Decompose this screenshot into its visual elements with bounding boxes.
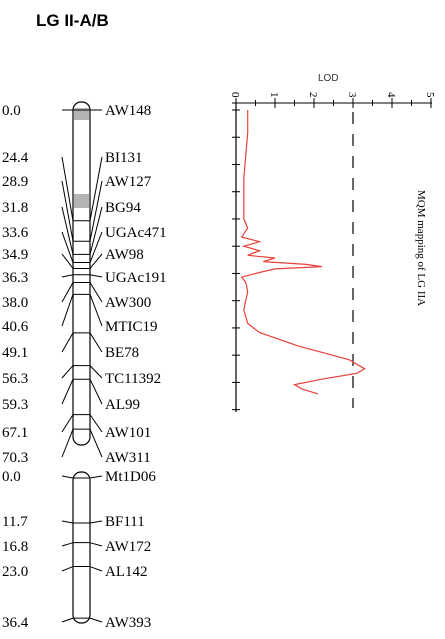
marker-name: TC11392 [105, 371, 161, 387]
marker-leader-line [89, 617, 103, 623]
position-leader-line [61, 231, 74, 263]
marker-position: 24.4 [2, 150, 29, 166]
position-leader-line [61, 180, 74, 242]
marker-name: AL99 [105, 397, 140, 413]
position-leader-line [61, 617, 74, 623]
marker-leader-line [89, 379, 103, 405]
marker-name: AW148 [105, 103, 151, 119]
marker-position: 33.6 [2, 225, 29, 241]
lod-plot: LOD 0 1 2 3 4 5 MQM mapping of LG IIA [229, 73, 436, 412]
marker-name: BE78 [105, 345, 139, 361]
marker-leader-line [89, 206, 103, 255]
position-leader-line [61, 542, 74, 547]
chromosome-bar-a [72, 101, 91, 446]
position-leader-line [61, 294, 74, 327]
figure-title: LG II-A/B [36, 11, 109, 30]
marker-name: BF111 [105, 514, 145, 530]
lod-tick-label: 3 [346, 92, 358, 98]
marker-leader-line [89, 542, 103, 547]
marker-leader-line [89, 414, 103, 433]
chromosome-bar-b [72, 471, 91, 624]
marker-position: 70.3 [2, 450, 28, 466]
position-leader-line [61, 379, 74, 405]
marker-leader-line [89, 180, 103, 242]
marker-name: AW101 [105, 425, 151, 441]
marker-position: 0.0 [2, 469, 21, 485]
marker-position: 56.3 [2, 371, 28, 387]
linkage-group-a: 0.0 AW148 24.4 BI131 28.9 AW127 31.8 BG94 33.6 UG… [2, 101, 167, 466]
mqm-side-label: MQM mapping of LG IIA [415, 190, 427, 306]
marker-leader-line [89, 231, 103, 263]
lod-tick-label: 4 [385, 92, 397, 98]
marker-leader-line [89, 294, 103, 327]
lod-tick-label: 5 [424, 92, 436, 98]
marker-name: AW172 [105, 539, 151, 555]
marker-position: 31.8 [2, 200, 28, 216]
marker-name: BG94 [105, 200, 141, 216]
marker-leader-line [89, 253, 103, 269]
lod-curve [240, 110, 366, 395]
marker-leader-line [89, 365, 103, 379]
marker-name: BI131 [105, 150, 143, 166]
marker-position: 0.0 [2, 103, 21, 119]
marker-name: UGAc191 [105, 270, 167, 286]
marker-name: AW393 [105, 615, 151, 631]
marker-leader-line [89, 156, 103, 221]
marker-position: 36.4 [2, 615, 29, 631]
linkage-group-b: 0.0 Mt1D06 11.7 BF111 16.8 AW172 23.0 AL142 36.4… [2, 469, 156, 631]
marker-position: 23.0 [2, 564, 28, 580]
marker-leader-line [89, 332, 103, 353]
marker-name: AL142 [105, 564, 148, 580]
marker-name: AW300 [105, 295, 151, 311]
marker-leader-line [89, 282, 103, 303]
marker-name: AW127 [105, 174, 152, 190]
marker-name: MTIC19 [105, 319, 158, 335]
marker-position: 11.7 [2, 514, 28, 530]
marker-position: 16.8 [2, 539, 28, 555]
marker-leader-line [89, 520, 103, 524]
lod-tick-label: 2 [307, 92, 319, 98]
lod-axis-label: LOD [318, 73, 339, 84]
position-leader-line [61, 428, 74, 458]
marker-leader-line [89, 475, 103, 479]
marker-position: 28.9 [2, 174, 28, 190]
position-leader-line [61, 282, 74, 303]
marker-name: AW98 [105, 247, 144, 263]
marker-position: 49.1 [2, 345, 28, 361]
shaded-region-mid [74, 194, 89, 208]
position-leader-line [61, 253, 74, 269]
position-leader-line [61, 274, 74, 278]
marker-position: 59.3 [2, 397, 28, 413]
position-leader-line [61, 156, 74, 221]
marker-position: 40.6 [2, 319, 29, 335]
marker-leader-line [89, 566, 103, 572]
position-leader-line [61, 475, 74, 479]
marker-position: 67.1 [2, 425, 28, 441]
position-leader-line [61, 332, 74, 353]
marker-name: AW311 [105, 450, 151, 466]
position-leader-line [61, 414, 74, 433]
marker-name: UGAc471 [105, 225, 167, 241]
marker-leader-line [89, 274, 103, 278]
lod-tick-label: 1 [268, 92, 280, 98]
marker-position: 36.3 [2, 270, 28, 286]
lod-tick-label: 0 [229, 92, 241, 98]
marker-position: 34.9 [2, 247, 28, 263]
position-leader-line [61, 520, 74, 524]
position-leader-line [61, 566, 74, 572]
marker-position: 38.0 [2, 295, 28, 311]
position-leader-line [61, 206, 74, 255]
marker-leader-line [89, 428, 103, 458]
marker-name: Mt1D06 [105, 469, 156, 485]
shaded-region-top [74, 108, 89, 120]
position-leader-line [61, 365, 74, 379]
